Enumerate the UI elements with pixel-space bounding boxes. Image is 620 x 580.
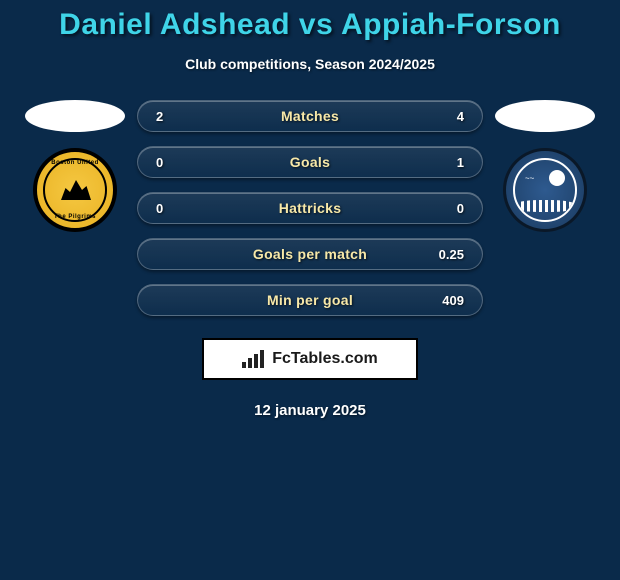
- comparison-row: Boston United The Pilgrims 2 Matches 4 0…: [0, 100, 620, 316]
- brand-badge: FcTables.com: [202, 338, 418, 380]
- ball-icon: [549, 170, 565, 186]
- root: Daniel Adshead vs Appiah-Forson Club com…: [0, 0, 620, 419]
- stat-row-min-per-goal: Min per goal 409: [137, 284, 483, 316]
- page-subtitle: Club competitions, Season 2024/2025: [0, 56, 620, 72]
- page-title: Daniel Adshead vs Appiah-Forson: [0, 8, 620, 42]
- stat-left-val: 2: [156, 109, 186, 124]
- stat-right-val: 409: [434, 293, 464, 308]
- footer-date: 12 january 2025: [0, 402, 620, 419]
- club-logo-left-top-text: Boston United: [37, 160, 113, 166]
- player-avatar-left: [25, 100, 125, 132]
- player-avatar-right: [495, 100, 595, 132]
- stat-left-val: 0: [156, 201, 186, 216]
- stat-label: Matches: [281, 108, 339, 124]
- club-logo-left-bot-text: The Pilgrims: [37, 214, 113, 220]
- right-side: ~~: [495, 100, 595, 232]
- stat-label: Hattricks: [279, 200, 342, 216]
- stat-row-hattricks: 0 Hattricks 0: [137, 192, 483, 224]
- bar-chart-icon: [242, 350, 266, 368]
- stat-label: Goals: [290, 154, 330, 170]
- stat-row-goals: 0 Goals 1: [137, 146, 483, 178]
- wave-icon: [515, 200, 575, 212]
- club-logo-left: Boston United The Pilgrims: [33, 148, 117, 232]
- stat-label: Goals per match: [253, 246, 367, 262]
- stat-left-val: 0: [156, 155, 186, 170]
- brand-text: FcTables.com: [272, 350, 378, 368]
- stat-label: Min per goal: [267, 292, 353, 308]
- left-side: Boston United The Pilgrims: [25, 100, 125, 232]
- stat-right-val: 4: [434, 109, 464, 124]
- stat-row-goals-per-match: Goals per match 0.25: [137, 238, 483, 270]
- stat-right-val: 0: [434, 201, 464, 216]
- stat-row-matches: 2 Matches 4: [137, 100, 483, 132]
- stats-column: 2 Matches 4 0 Goals 1 0 Hattricks 0 Goal…: [137, 100, 483, 316]
- club-logo-right: ~~: [503, 148, 587, 232]
- stat-right-val: 1: [434, 155, 464, 170]
- birds-icon: ~~: [525, 174, 545, 184]
- stat-right-val: 0.25: [434, 247, 464, 262]
